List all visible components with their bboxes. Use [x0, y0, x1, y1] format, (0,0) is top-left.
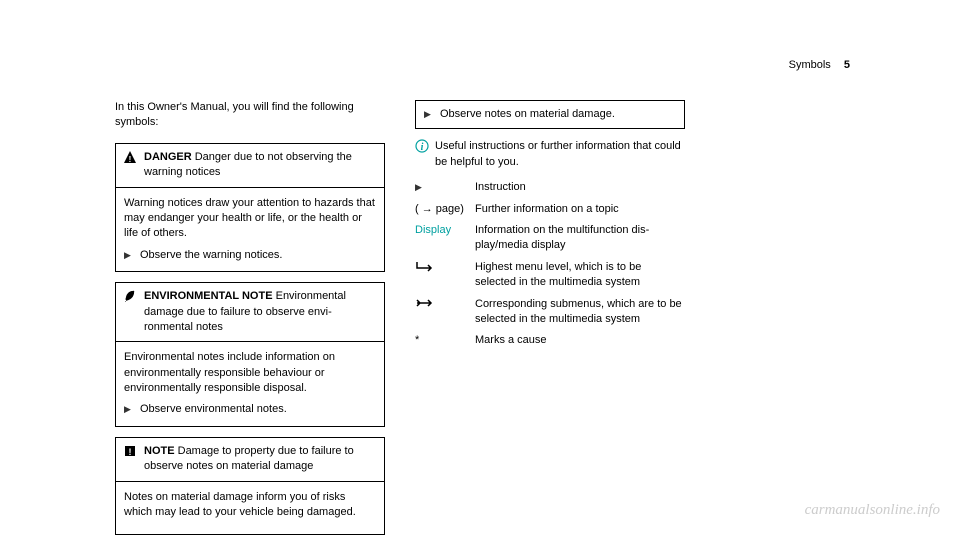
- danger-action-text: Observe the warning notices.: [140, 249, 282, 261]
- legend-row: Corresponding submenus, which are to be …: [415, 297, 685, 334]
- page-number: 5: [844, 59, 850, 71]
- legend-sym-menu-level: [415, 260, 475, 297]
- note-icon: !: [123, 444, 137, 458]
- legend-row: ▶ Instruction: [415, 180, 685, 201]
- note-action-text: Observe notes on material damage.: [440, 108, 615, 120]
- legend-desc: Marks a cause: [475, 333, 685, 354]
- danger-text: Warning notices draw your attention to h…: [124, 196, 376, 242]
- note-body: Notes on material damage inform you of r…: [116, 482, 384, 535]
- danger-icon: !: [123, 150, 137, 164]
- env-header: ENVIRONMENTAL NOTE Environmental damage …: [116, 283, 384, 342]
- note-notice: ! NOTE Damage to property due to failure…: [115, 437, 385, 536]
- legend-row: Display Information on the multifunction…: [415, 223, 685, 260]
- legend-table: ▶ Instruction ( → page) Further informat…: [415, 180, 685, 355]
- note-header: ! NOTE Damage to property due to failure…: [116, 438, 384, 482]
- env-title: ENVIRONMENTAL NOTE: [144, 290, 273, 302]
- submenu-icon: [415, 297, 439, 309]
- leaf-icon: [123, 289, 137, 303]
- note-action-box: ▶ Observe notes on material damage.: [415, 100, 685, 129]
- legend-sym-submenu: [415, 297, 475, 334]
- danger-action: ▶ Observe the warning notices.: [124, 248, 376, 263]
- env-action-text: Observe environmental notes.: [140, 403, 287, 415]
- menu-level-icon: [415, 260, 439, 272]
- svg-text:!: !: [129, 447, 132, 457]
- note-text: Notes on material damage inform you of r…: [124, 490, 376, 521]
- legend-sym-instruction: ▶: [415, 180, 475, 201]
- legend-row: * Marks a cause: [415, 333, 685, 354]
- legend-desc: Corresponding submenus, which are to be …: [475, 297, 685, 334]
- info-icon: i: [415, 139, 429, 158]
- legend-desc: Instruction: [475, 180, 685, 201]
- info-line: i Useful instructions or further informa…: [415, 139, 685, 170]
- page-header: Symbols 5: [789, 58, 850, 73]
- legend-sym-cause: *: [415, 333, 475, 354]
- action-bullet-icon: ▶: [124, 403, 131, 416]
- note-title: NOTE: [144, 445, 175, 457]
- danger-header: ! DANGER Danger due to not observing the…: [116, 144, 384, 188]
- action-bullet-icon: ▶: [424, 108, 431, 121]
- intro-text: In this Owner's Manual, you will find th…: [115, 100, 385, 131]
- legend-row: Highest menu level, which is to be selec…: [415, 260, 685, 297]
- section-title: Symbols: [789, 59, 831, 71]
- svg-text:i: i: [421, 142, 424, 153]
- svg-text:!: !: [129, 155, 132, 164]
- danger-body: Warning notices draw your attention to h…: [116, 188, 384, 272]
- danger-title: DANGER: [144, 151, 192, 163]
- legend-row: ( → page) Further information on a topic: [415, 202, 685, 223]
- watermark: carmanualsonline.info: [805, 500, 940, 521]
- legend-desc: Information on the multifunction dis­pla…: [475, 223, 685, 260]
- env-notice: ENVIRONMENTAL NOTE Environmental damage …: [115, 282, 385, 427]
- legend-desc: Highest menu level, which is to be selec…: [475, 260, 685, 297]
- note-subtitle: Damage to property due to failure to obs…: [144, 445, 354, 472]
- note-action: ▶ Observe notes on material damage.: [424, 107, 676, 122]
- env-text: Environmental notes include information …: [124, 350, 376, 396]
- legend-desc: Further information on a topic: [475, 202, 685, 223]
- legend-sym-page: ( → page): [415, 202, 475, 223]
- page-content: In this Owner's Manual, you will find th…: [115, 100, 835, 545]
- right-column: ▶ Observe notes on material damage. i Us…: [415, 100, 685, 545]
- danger-notice: ! DANGER Danger due to not observing the…: [115, 143, 385, 272]
- info-text: Useful instructions or further informati…: [435, 140, 681, 167]
- action-bullet-icon: ▶: [124, 249, 131, 262]
- env-action: ▶ Observe environmental notes.: [124, 402, 376, 417]
- env-body: Environmental notes include information …: [116, 342, 384, 426]
- legend-sym-display: Display: [415, 223, 475, 260]
- left-column: In this Owner's Manual, you will find th…: [115, 100, 385, 545]
